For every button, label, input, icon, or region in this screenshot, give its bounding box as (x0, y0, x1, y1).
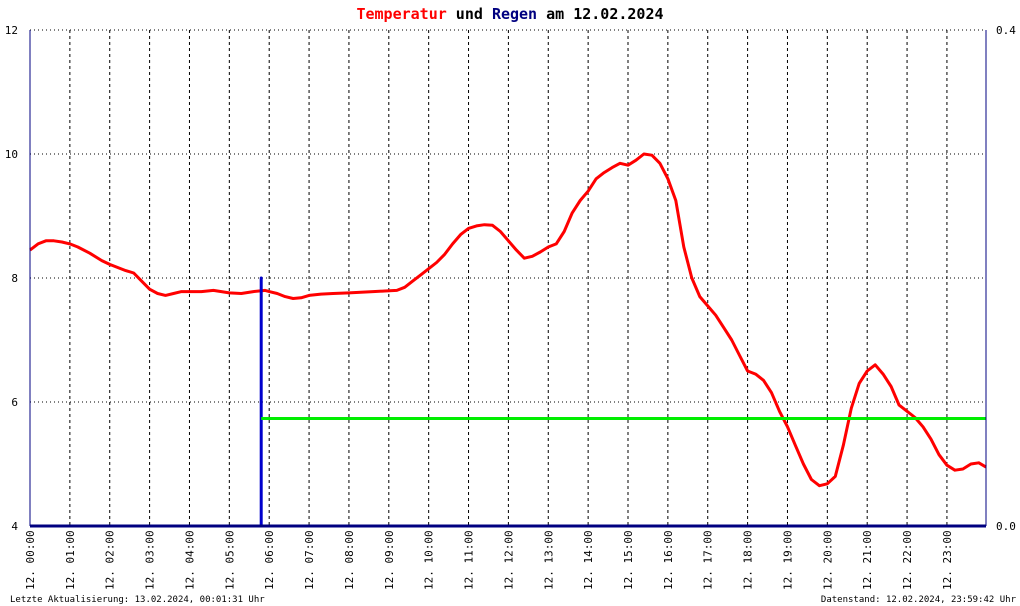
y-right-tick-label: 0.0 (996, 520, 1016, 533)
x-tick-label: 12. 23:00 (941, 530, 954, 590)
x-tick-label: 12. 21:00 (861, 530, 874, 590)
title-date: am 12.02.2024 (537, 5, 663, 23)
footer-last-update: Letzte Aktualisierung: 13.02.2024, 00:01… (10, 595, 265, 605)
x-tick-label: 12. 06:00 (263, 530, 276, 590)
x-tick-label: 12. 19:00 (781, 530, 794, 590)
x-tick-label: 12. 00:00 (24, 530, 37, 590)
x-tick-label: 12. 14:00 (582, 530, 595, 590)
y-left-tick-label: 10 (5, 148, 18, 161)
footer-data-state: Datenstand: 12.02.2024, 23:59:42 Uhr (821, 595, 1017, 605)
title-und: und (447, 5, 492, 23)
x-tick-label: 12. 16:00 (662, 530, 675, 590)
title-rain: Regen (492, 5, 537, 23)
grid (30, 29, 986, 526)
y-left-tick-label: 12 (5, 24, 18, 37)
x-tick-label: 12. 03:00 (144, 530, 157, 590)
x-tick-label: 12. 07:00 (303, 530, 316, 590)
series-line-1 (29, 152, 987, 488)
axes (29, 30, 987, 528)
x-tick-label: 12. 08:00 (343, 530, 356, 590)
y-left-tick-label: 6 (11, 396, 18, 409)
x-tick-label: 12. 01:00 (64, 530, 77, 590)
y-left-tick-label: 8 (11, 272, 18, 285)
x-tick-label: 12. 13:00 (542, 530, 555, 590)
chart-title: Temperatur und Regen am 12.02.2024 (356, 5, 663, 23)
tick-labels: 4 6 8 10 12 0.0 0.4 12. 00:00 12. 01:00 12. 02:00… (5, 24, 1016, 590)
x-tick-label: 12. 09:00 (383, 530, 396, 590)
x-tick-label: 12. 22:00 (901, 530, 914, 590)
x-tick-label: 12. 15:00 (622, 530, 635, 590)
x-tick-label: 12. 17:00 (702, 530, 715, 590)
x-tick-label: 12. 18:00 (742, 530, 755, 590)
x-tick-label: 12. 10:00 (423, 530, 436, 590)
title-temperature: Temperatur (356, 5, 446, 23)
x-tick-label: 12. 05:00 (223, 530, 236, 590)
x-tick-label: 12. 20:00 (821, 530, 834, 590)
x-tick-label: 12. 12:00 (502, 530, 515, 590)
x-tick-label: 12. 11:00 (463, 530, 476, 590)
x-tick-label: 12. 04:00 (183, 530, 196, 590)
x-tick-label: 12. 02:00 (104, 530, 117, 590)
y-left-tick-label: 4 (11, 520, 18, 533)
y-right-tick-label: 0.4 (996, 24, 1016, 37)
